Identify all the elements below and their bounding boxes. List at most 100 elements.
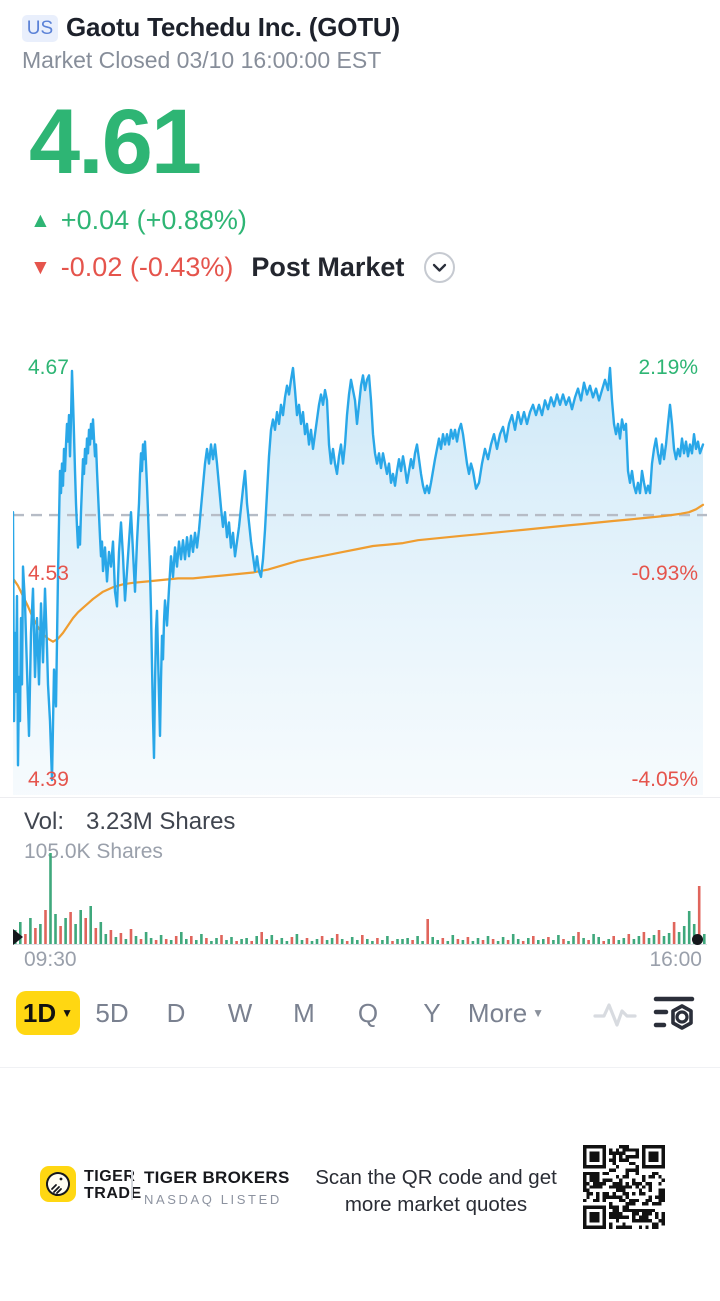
volume-bar [612, 936, 615, 944]
volume-bar [104, 934, 108, 944]
volume-bar [44, 910, 47, 944]
volume-bar [632, 939, 636, 944]
volume-bar [84, 918, 87, 944]
volume-bar [245, 938, 248, 944]
volume-bar [149, 938, 153, 944]
volume-bar [537, 940, 540, 944]
tab-d[interactable]: D [144, 991, 208, 1035]
volume-bar [180, 932, 183, 944]
volume-bar [350, 937, 354, 944]
x-axis-open-time: 09:30 [24, 948, 77, 971]
qr-code [583, 1145, 665, 1229]
price-chart[interactable] [13, 350, 707, 795]
broker-name: TIGER BROKERS [144, 1168, 290, 1187]
volume-bar [49, 853, 52, 944]
volume-bar [345, 941, 349, 944]
vwap-line [13, 503, 705, 643]
volume-bar [89, 906, 92, 944]
volume-bar [592, 934, 595, 944]
volume-bar [310, 941, 314, 944]
caret-down-icon: ▼ [532, 1006, 545, 1020]
volume-bar [220, 935, 223, 944]
volume-bar [240, 939, 243, 944]
volume-bar [139, 939, 143, 944]
volume-bar [330, 938, 334, 944]
volume-bar [250, 941, 253, 944]
volume-bar [134, 936, 138, 944]
volume-bar [34, 928, 37, 944]
broker-listing: NASDAQ LISTED [144, 1192, 282, 1207]
volume-bar [64, 918, 67, 944]
volume-bar [119, 933, 123, 944]
volume-bar [285, 941, 289, 944]
volume-bar [421, 941, 424, 944]
volume-bar [225, 940, 228, 944]
chart-settings-icon[interactable] [652, 993, 702, 1035]
volume-bar [79, 910, 82, 944]
volume-bar [265, 939, 268, 944]
tab-label: Q [357, 997, 379, 1028]
volume-bar [622, 938, 626, 944]
volume-bar [325, 940, 329, 944]
tab-m[interactable]: M [272, 991, 336, 1035]
volume-bar [169, 940, 173, 944]
price-axis-label: 4.53 [28, 562, 69, 585]
volume-bar [210, 941, 213, 944]
tab-label: D [166, 997, 186, 1028]
volume-bar [471, 941, 475, 944]
volume-bar [144, 932, 148, 944]
volume-label: Vol: [24, 808, 65, 835]
qr-scan-line2: more market quotes [344, 1193, 528, 1216]
volume-bar [562, 939, 565, 944]
range-handle-left[interactable] [13, 929, 23, 945]
post-market-row[interactable]: ▼ -0.02 (-0.43%) Post Market [30, 252, 456, 283]
volume-bar [340, 939, 344, 944]
volume-bar [320, 936, 324, 944]
tab-y[interactable]: Y [400, 991, 464, 1035]
volume-bar [154, 940, 158, 944]
qr-scan-line1: Scan the QR code and get [315, 1166, 557, 1189]
volume-bar [386, 936, 389, 944]
chevron-down-circle-icon[interactable] [424, 252, 456, 283]
volume-bar [481, 940, 485, 944]
volume-bar [109, 930, 113, 944]
volume-bar [290, 937, 294, 944]
percent-axis-label: -0.93% [631, 562, 698, 585]
volume-bar [255, 936, 258, 944]
price-axis-label: 4.39 [28, 768, 69, 791]
percent-axis-label: 2.19% [638, 356, 698, 379]
volume-bar [501, 937, 505, 944]
percent-axis-label: -4.05% [631, 768, 698, 791]
tab-w[interactable]: W [208, 991, 272, 1035]
volume-bar [315, 939, 319, 944]
volume-bar [532, 936, 535, 944]
range-handle-right[interactable] [692, 934, 703, 945]
volume-bar [486, 936, 490, 944]
tab-1d[interactable]: 1D ▼ [16, 991, 80, 1035]
volume-bar [547, 937, 550, 944]
volume-bar [381, 940, 384, 944]
volume-bar [662, 936, 666, 944]
footer-divider [131, 1170, 133, 1200]
volume-bar [451, 935, 455, 944]
price-axis-label: 4.67 [28, 356, 69, 379]
line-chart-type-icon[interactable] [592, 997, 638, 1031]
tab-5d[interactable]: 5D [80, 991, 144, 1035]
tab-q[interactable]: Q [336, 991, 400, 1035]
price-area-fill [13, 368, 703, 795]
volume-bar [124, 939, 128, 944]
tab-more[interactable]: More ▼ [464, 991, 548, 1035]
tab-label: Y [423, 997, 441, 1028]
volume-bar [642, 932, 646, 944]
volume-bar [637, 936, 641, 944]
volume-bar [159, 935, 163, 944]
volume-bar [94, 928, 98, 944]
volume-chart[interactable] [13, 853, 707, 945]
tab-label: M [293, 997, 315, 1028]
volume-bar [461, 940, 465, 944]
volume-bar [456, 939, 460, 944]
volume-bar [129, 929, 133, 944]
tab-label: 1D [22, 997, 57, 1028]
volume-bar [617, 940, 621, 944]
volume-bar [441, 938, 445, 944]
